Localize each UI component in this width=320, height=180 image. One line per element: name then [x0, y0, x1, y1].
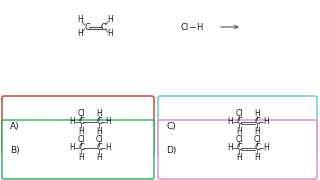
Text: H: H: [96, 127, 102, 136]
Text: C: C: [78, 118, 84, 127]
Text: H: H: [69, 118, 75, 127]
Text: Cl: Cl: [77, 134, 85, 143]
FancyBboxPatch shape: [2, 120, 154, 179]
Text: Cl: Cl: [95, 134, 103, 143]
Text: H: H: [105, 118, 111, 127]
FancyBboxPatch shape: [2, 96, 154, 155]
Text: H: H: [227, 143, 233, 152]
Text: C: C: [84, 22, 90, 32]
Text: D): D): [166, 145, 176, 154]
Text: H: H: [78, 152, 84, 161]
Text: H: H: [254, 127, 260, 136]
Text: Cl: Cl: [77, 109, 85, 118]
Text: H: H: [254, 152, 260, 161]
Text: Cl: Cl: [253, 134, 261, 143]
Text: C: C: [254, 118, 260, 127]
Text: H: H: [78, 127, 84, 136]
Text: H: H: [107, 15, 113, 24]
Text: H: H: [263, 143, 269, 152]
Text: H: H: [236, 152, 242, 161]
Text: C: C: [254, 143, 260, 152]
Text: H: H: [263, 118, 269, 127]
Text: C: C: [236, 143, 242, 152]
Text: C: C: [96, 118, 102, 127]
Text: H: H: [254, 109, 260, 118]
FancyBboxPatch shape: [158, 120, 317, 179]
Text: C: C: [100, 22, 106, 32]
Text: H: H: [77, 15, 83, 24]
FancyBboxPatch shape: [158, 96, 317, 155]
Text: H: H: [77, 30, 83, 39]
Text: H: H: [69, 143, 75, 152]
Text: H: H: [227, 118, 233, 127]
Text: H: H: [236, 127, 242, 136]
Text: H: H: [107, 30, 113, 39]
Text: A): A): [10, 122, 20, 130]
Text: H: H: [196, 22, 202, 32]
Text: C: C: [236, 118, 242, 127]
Text: Cl: Cl: [235, 109, 243, 118]
Text: C): C): [166, 122, 176, 130]
Text: C: C: [96, 143, 102, 152]
Text: Cl: Cl: [235, 134, 243, 143]
Text: H: H: [105, 143, 111, 152]
Text: B): B): [10, 145, 20, 154]
Text: Cl: Cl: [181, 22, 189, 32]
Text: H: H: [96, 109, 102, 118]
Text: H: H: [96, 152, 102, 161]
Text: C: C: [78, 143, 84, 152]
